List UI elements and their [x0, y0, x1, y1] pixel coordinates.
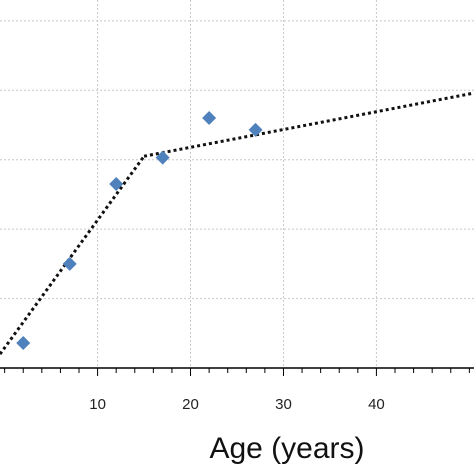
trend-line-segment [0, 155, 146, 355]
x-tick-label: 20 [182, 396, 199, 413]
trend-line-segment [143, 91, 474, 158]
data-point [16, 336, 31, 351]
data-point [109, 177, 124, 191]
x-tick-label: 10 [89, 396, 106, 413]
data-point [248, 122, 263, 137]
x-tick-label: 30 [275, 396, 292, 413]
x-axis [0, 367, 474, 376]
data-point [155, 150, 170, 165]
data-point [62, 256, 77, 271]
grid-lines [0, 0, 474, 368]
x-tick-label: 40 [368, 396, 385, 413]
x-tick-labels: 10 20 30 40 [89, 396, 385, 413]
data-point [202, 111, 217, 126]
data-points [16, 111, 263, 351]
x-axis-title: Age (years) [209, 432, 364, 465]
trend-lines [0, 91, 474, 355]
